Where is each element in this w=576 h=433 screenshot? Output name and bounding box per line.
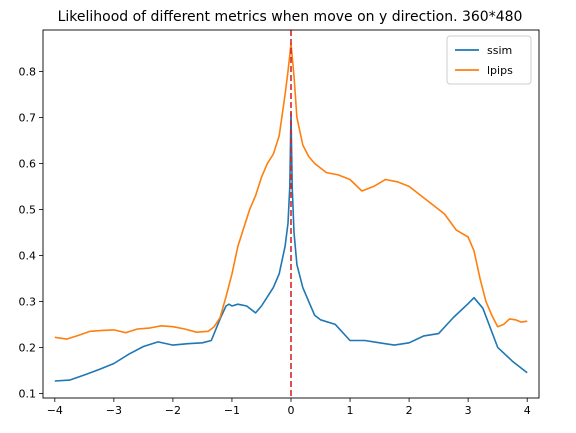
- y-tick-label: 0.8: [19, 65, 37, 78]
- y-tick-label: 0.6: [19, 157, 37, 170]
- x-tick-label: 0: [288, 404, 295, 417]
- y-tick-label: 0.4: [19, 249, 37, 262]
- legend-box: [446, 35, 532, 85]
- x-tick-label: 1: [347, 404, 354, 417]
- y-tick-label: 0.2: [19, 341, 37, 354]
- x-tick-label: 3: [465, 404, 472, 417]
- series-line-ssim: [54, 112, 528, 382]
- y-tick-label: 0.3: [19, 295, 37, 308]
- x-tick-label: −4: [47, 404, 63, 417]
- x-tick-label: −3: [106, 404, 122, 417]
- y-tick-label: 0.7: [19, 111, 37, 124]
- chart-title: Likelihood of different metrics when mov…: [58, 9, 523, 25]
- plot-area: −4 −3 −2 −1 0 1 2 3 4 0.1 0.2 0.3 0.4 0.5 0.6 0.7 0.8 ssi…: [19, 29, 540, 417]
- x-tick-label: 4: [524, 404, 531, 417]
- x-tick-label: −2: [165, 404, 181, 417]
- legend-label-ssim: ssim: [487, 44, 512, 57]
- legend-label-lpips: lpips: [487, 64, 513, 77]
- y-tick-label: 0.5: [19, 203, 37, 216]
- y-tick-label: 0.1: [19, 387, 37, 400]
- x-tick-label: −1: [224, 404, 240, 417]
- series-line-lpips: [54, 43, 528, 340]
- x-tick-label: 2: [406, 404, 413, 417]
